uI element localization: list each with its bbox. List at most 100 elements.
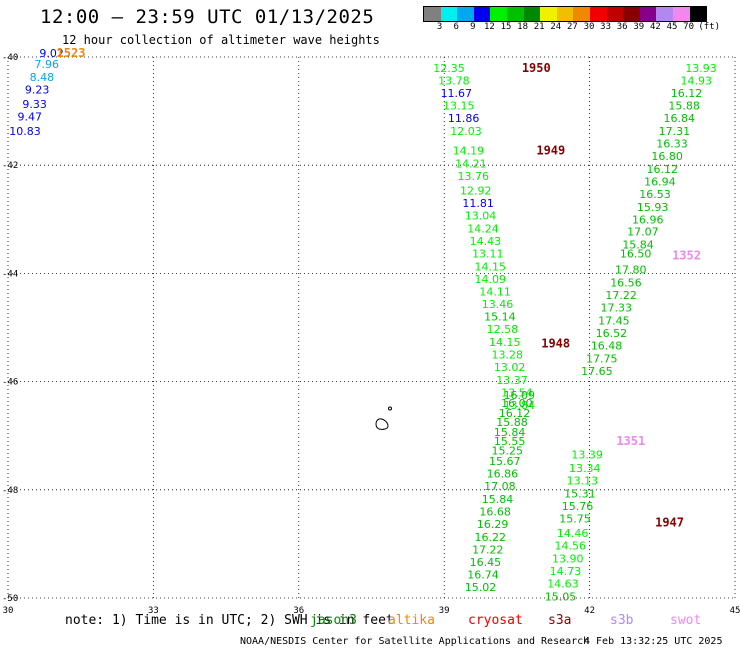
track-label-1948: 1948: [541, 337, 570, 351]
swh-value: 14.19: [453, 145, 485, 158]
swh-value: 16.12: [671, 87, 703, 100]
swh-value: 17.65: [581, 365, 613, 378]
swh-value: 15.84: [482, 493, 514, 506]
swh-value: 15.88: [496, 416, 528, 429]
swh-value: 11.86: [448, 112, 480, 125]
legend-label-42: 42: [649, 22, 661, 32]
track-label-1351: 1351: [616, 434, 645, 448]
swh-value: 16.09: [504, 389, 536, 402]
swh-value: 14.63: [547, 577, 579, 590]
legend-swatch-1: [440, 7, 458, 21]
page-subtitle: 12 hour collection of altimeter wave hei…: [62, 33, 380, 47]
track-label-1523: 1523: [57, 46, 86, 60]
swh-value: 12.92: [460, 185, 492, 198]
swh-value: 13.37: [496, 374, 528, 387]
swh-value: 9.23: [25, 83, 50, 96]
swh-value: 17.33: [601, 301, 633, 314]
source-swot: swot: [670, 613, 702, 628]
source-jason3: jason3: [310, 613, 357, 628]
swh-value: 17.31: [659, 125, 691, 138]
x-tick-42: 42: [584, 606, 595, 616]
footer-credit: NOAA/NESDIS Center for Satellite Applica…: [240, 636, 590, 647]
swh-value: 8.48: [30, 71, 55, 84]
x-tick-45: 45: [730, 606, 740, 616]
swh-value: 13.04: [465, 210, 497, 223]
swh-value: 15.67: [489, 455, 521, 468]
swh-value: 16.22: [474, 531, 506, 544]
swh-value: 10.83: [9, 125, 41, 138]
swh-value: 16.53: [639, 188, 671, 201]
legend-label-21: 21: [533, 22, 545, 32]
legend-label-33: 33: [600, 22, 612, 32]
legend-label-27: 27: [566, 22, 578, 32]
swh-value: 13.15: [443, 100, 475, 113]
legend-swatch-10: [589, 7, 607, 21]
legend-label-15: 15: [500, 22, 512, 32]
color-legend-labels: 3 6 9 12 15 18 21 24 27 30 33 36 39 42 45 70 (ft): [423, 22, 740, 34]
legend-swatch-2: [457, 7, 474, 21]
legend-label-12: 12: [483, 22, 495, 32]
swh-value: 15.14: [484, 311, 516, 324]
swh-value: 17.08: [484, 480, 516, 493]
swh-value: 16.12: [647, 163, 679, 176]
y-tick-46: -46: [2, 378, 18, 388]
legend-swatch-15: [672, 7, 690, 21]
swh-value: 16.52: [596, 327, 628, 340]
swh-value: 14.43: [470, 235, 502, 248]
swh-value: 7.96: [35, 58, 60, 71]
swh-value: 13.93: [685, 62, 717, 75]
legend-swatch-16: [689, 7, 707, 21]
swh-value: 15.88: [668, 100, 700, 113]
legend-swatch-4: [490, 7, 507, 21]
swh-value: 17.80: [615, 264, 647, 277]
legend-swatch-12: [623, 7, 640, 21]
swh-value: 15.31: [564, 488, 596, 501]
swh-value: 13.34: [569, 462, 601, 475]
swh-value: 14.11: [479, 285, 511, 298]
color-legend: [423, 6, 708, 22]
swh-value: 17.07: [627, 226, 659, 239]
note-text: note: 1) Time is in UTC; 2) SWH is in fe…: [65, 613, 394, 628]
swh-value: 15.05: [545, 590, 577, 603]
legend-swatch-5: [506, 7, 524, 21]
swh-value: 16.80: [651, 150, 683, 163]
swh-value: 12.03: [450, 125, 482, 138]
page-title: 12:00 — 23:59 UTC 01/13/2025: [40, 6, 375, 28]
swh-value: 17.75: [586, 352, 618, 365]
swh-value: 14.93: [680, 74, 712, 87]
legend-swatch-0: [424, 7, 441, 21]
swh-value: 14.56: [554, 540, 586, 553]
swh-value: 17.22: [605, 289, 637, 302]
swh-value: 9.33: [22, 98, 47, 111]
swh-value: 13.28: [491, 349, 523, 362]
swh-value: 16.12: [499, 407, 531, 420]
track-label-1950: 1950: [522, 61, 551, 75]
swh-value: 14.46: [557, 527, 589, 540]
swh-value: 16.29: [477, 518, 509, 531]
swh-value: 17.45: [598, 314, 630, 327]
source-altika: altika: [388, 613, 435, 628]
swh-value: 12.35: [433, 62, 465, 75]
islet-outline: [388, 406, 392, 411]
swh-value: 13.11: [472, 247, 504, 260]
legend-label-18: 18: [517, 22, 529, 32]
y-tick-48: -48: [2, 486, 18, 496]
swh-value: 15.55: [494, 435, 526, 448]
x-tick-33: 33: [148, 606, 159, 616]
swh-value: 14.09: [474, 273, 506, 286]
swh-value: 13.78: [438, 74, 470, 87]
x-tick-36: 36: [293, 606, 304, 616]
legend-label-24: 24: [550, 22, 562, 32]
swh-value: 13.54: [501, 386, 533, 399]
legend-label-70: 70: [683, 22, 695, 32]
swh-value: 16.56: [610, 277, 642, 290]
swh-value: 16.68: [479, 505, 511, 518]
footer-timestamp: 4 Feb 13:32:25 UTC 2025: [584, 636, 723, 647]
source-s3a: s3a: [548, 613, 572, 628]
swh-value: 13.84: [504, 399, 536, 412]
swh-value: 11.81: [462, 197, 494, 210]
legend-swatch-7: [540, 7, 557, 21]
legend-label-9: 9: [470, 22, 476, 32]
swh-value: 16.50: [620, 247, 652, 260]
